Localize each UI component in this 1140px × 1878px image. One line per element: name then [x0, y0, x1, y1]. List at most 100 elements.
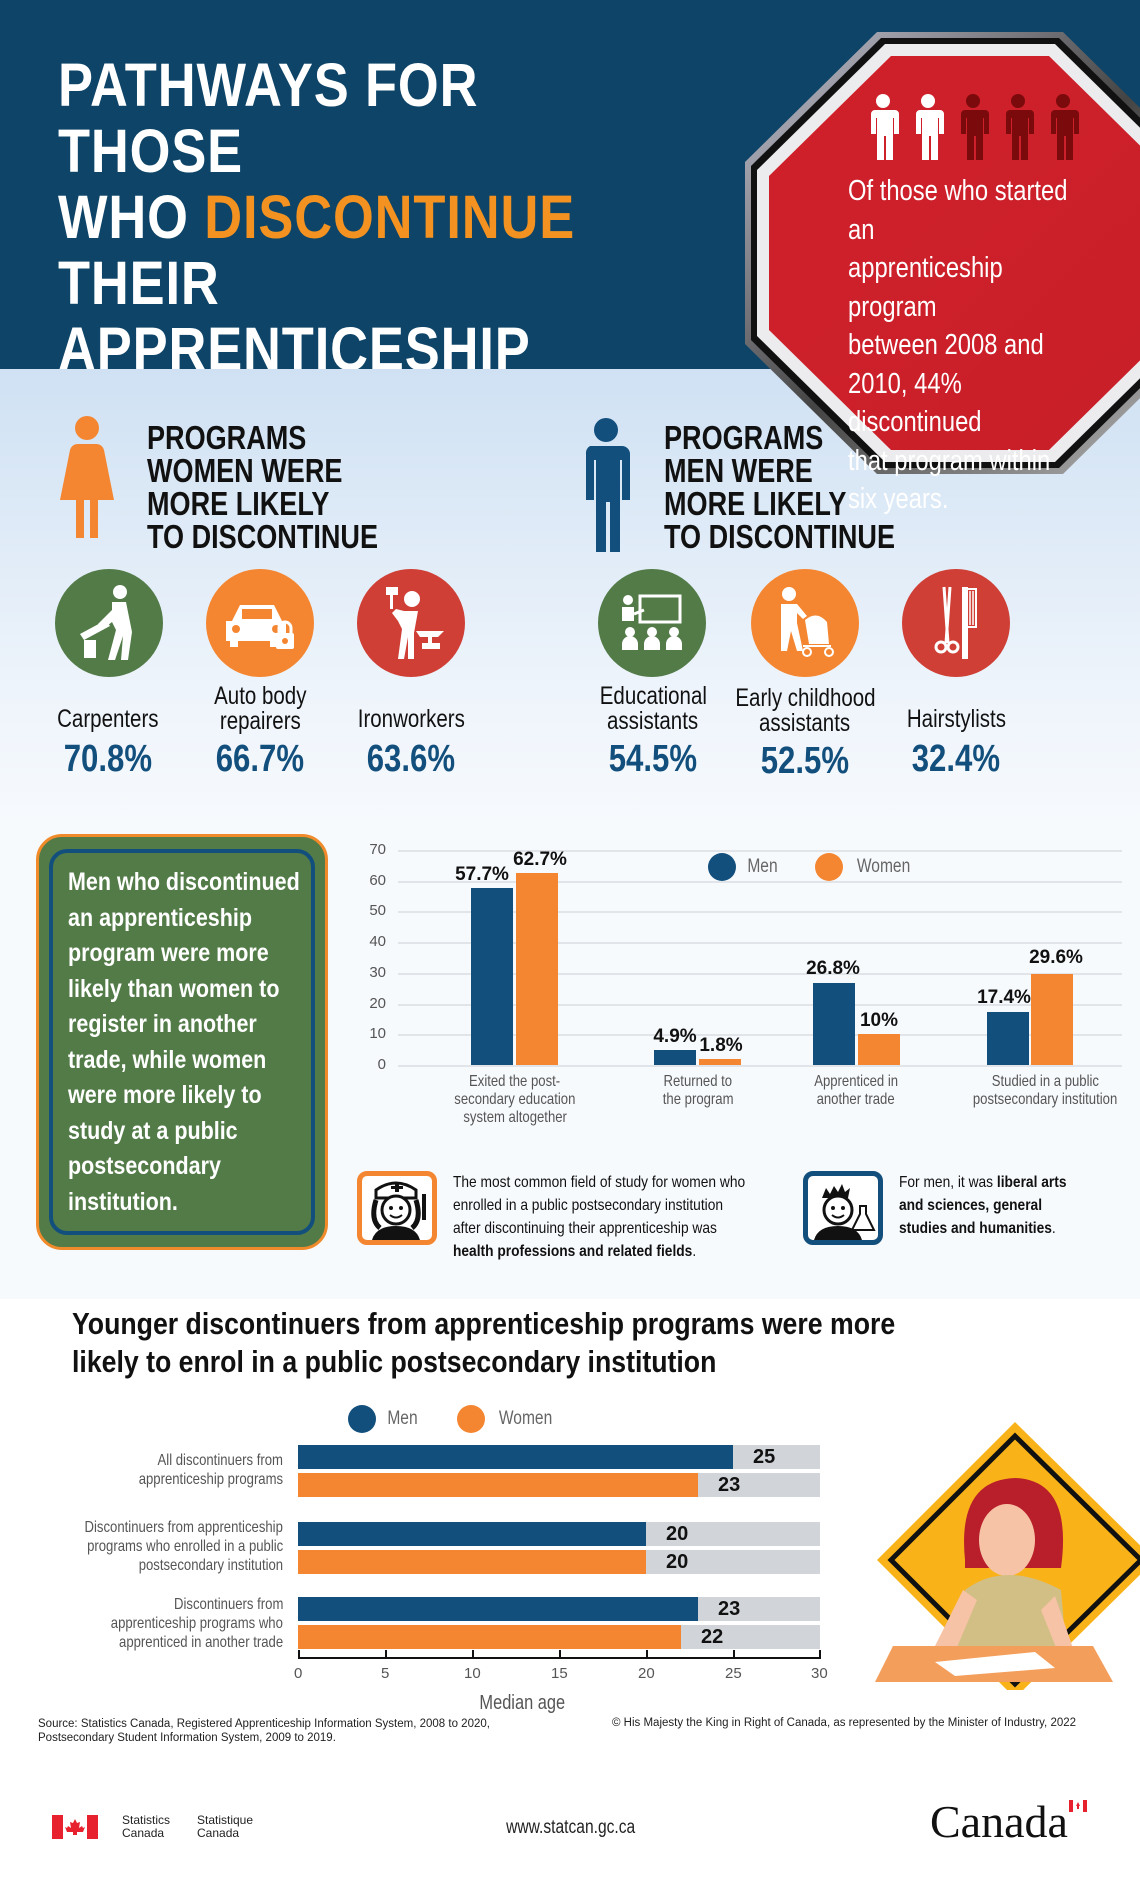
bar-women-returned	[699, 1059, 741, 1065]
blacksmith-anvil-icon	[357, 569, 465, 677]
legend-dot-men	[348, 1405, 376, 1433]
y-tick: 70	[369, 841, 386, 858]
legend-men: Men	[348, 1405, 421, 1433]
people-icons	[865, 94, 1081, 160]
woman-writing-illustration	[875, 1422, 1140, 1690]
x-tick: 5	[381, 1665, 390, 1682]
scissors-comb-icon	[902, 569, 1010, 677]
occupation-value: 63.6%	[366, 738, 456, 780]
bar-men-apprenticed	[813, 983, 855, 1065]
bar-value: 10%	[859, 1010, 899, 1031]
bar-men-trade	[298, 1597, 698, 1621]
lower-section-title: Younger discontinuers from apprenticeshi…	[72, 1306, 896, 1379]
occupation-label-carpenters: Carpenters	[57, 705, 159, 733]
y-tick: 50	[369, 902, 386, 919]
bar-women-apprenticed	[858, 1034, 900, 1065]
y-tick: 20	[369, 995, 386, 1012]
canada-flag-icon	[52, 1815, 98, 1839]
copyright-note: © His Majesty the King in Right of Canad…	[612, 1717, 1077, 1729]
stop-sign-icon	[745, 32, 1140, 474]
occupation-label-educational: Educational assistants	[599, 682, 707, 735]
person-dark-icon	[961, 94, 989, 160]
bar-value: 62.7%	[513, 849, 567, 870]
teacher-board-icon	[598, 569, 706, 677]
x-tick: 30	[811, 1665, 828, 1682]
bar-men-returned	[654, 1050, 696, 1065]
title-line-2: WHO DISCONTINUE	[58, 183, 576, 251]
bar-value: 26.8%	[806, 958, 860, 979]
bar-value: 17.4%	[977, 987, 1031, 1008]
x-tick: 15	[551, 1665, 568, 1682]
y-tick: 10	[369, 1025, 386, 1042]
category-label: Apprenticed inanother trade	[814, 1073, 898, 1108]
bar-track: 22	[298, 1625, 820, 1649]
y-tick: 60	[369, 872, 386, 889]
x-tick: 10	[464, 1665, 481, 1682]
y-tick: 30	[369, 964, 386, 981]
bar-track: 20	[298, 1550, 820, 1574]
statcan-en: Statistics Canada	[122, 1813, 171, 1840]
legend-women: Women	[815, 853, 916, 881]
carpenter-saw-icon	[55, 569, 163, 677]
car-lock-icon	[206, 569, 314, 677]
stop-sign-text: Of those who started an apprenticeship p…	[848, 175, 1068, 515]
occupation-value: 70.8%	[63, 738, 153, 780]
category-label: Returned tothe program	[662, 1073, 734, 1108]
woman-icon	[60, 416, 114, 538]
summary-callout-text: Men who discontinued an apprenticeship p…	[68, 868, 300, 1216]
statcan-fr: Statistique Canada	[197, 1813, 254, 1840]
website-link[interactable]: www.statcan.gc.ca	[506, 1817, 636, 1838]
legend-dot-women	[815, 853, 843, 881]
y-tick: 0	[377, 1056, 386, 1073]
women-field-of-study-text: The most common field of study for women…	[453, 1174, 746, 1260]
summary-callout	[36, 834, 328, 1250]
title-accent: DISCONTINUE	[204, 183, 576, 251]
bar-men-enrolled	[298, 1522, 646, 1546]
bar-track: 23	[298, 1597, 820, 1621]
x-tick: 25	[725, 1665, 742, 1682]
occupation-label-ironworkers: Ironworkers	[357, 705, 465, 733]
bar-women-exited	[516, 873, 558, 1065]
bar-track: 23	[298, 1473, 820, 1497]
title-line-1: PATHWAYS FOR THOSE	[58, 51, 479, 185]
men-section-title: PROGRAMS MEN WERE MORE LIKELY TO DISCONT…	[664, 419, 896, 555]
title-line-3: THEIR APPRENTICESHIP	[58, 249, 531, 383]
stroller-icon	[751, 569, 859, 677]
legend-men: Men	[708, 853, 781, 881]
bar-men-exited	[471, 888, 513, 1065]
bar-women-studied	[1031, 974, 1073, 1065]
legend-women: Women	[457, 1405, 558, 1433]
men-field-of-study-text: For men, it was liberal arts and science…	[899, 1174, 1067, 1237]
bar-value: 4.9%	[653, 1026, 697, 1047]
x-tick: 20	[638, 1665, 655, 1682]
bar-women-trade	[298, 1625, 681, 1649]
bar-track: 25	[298, 1445, 820, 1469]
y-tick: 40	[369, 933, 386, 950]
student-flask-icon	[803, 1171, 883, 1245]
row-label: Discontinuers from apprenticeshipprogram…	[84, 1519, 283, 1574]
category-label: Exited the post-secondary educationsyste…	[454, 1073, 576, 1126]
bar-value: 29.6%	[1029, 947, 1083, 968]
women-section-title: PROGRAMS WOMEN WERE MORE LIKELY TO DISCO…	[147, 419, 379, 555]
source-note: Source: Statistics Canada, Registered Ap…	[38, 1718, 490, 1744]
x-axis	[298, 1657, 821, 1659]
occupation-value: 32.4%	[911, 738, 1001, 780]
x-tick: 0	[294, 1665, 303, 1682]
bar-men-all	[298, 1445, 733, 1469]
occupation-value: 66.7%	[215, 738, 305, 780]
occupation-label-early-childhood: Early childhood assistants	[734, 684, 876, 737]
person-dark-icon	[1006, 94, 1034, 160]
bar-women-all	[298, 1473, 698, 1497]
occupation-value: 52.5%	[760, 740, 850, 782]
occupation-value: 54.5%	[608, 738, 698, 780]
legend-dot-women	[457, 1405, 485, 1433]
category-label: Studied in a publicpostsecondary institu…	[972, 1073, 1118, 1108]
person-white-icon	[871, 94, 899, 160]
row-label: Discontinuers fromapprenticeship program…	[110, 1596, 283, 1651]
person-white-icon	[916, 94, 944, 160]
occupation-label-auto-body: Auto body repairers	[213, 682, 307, 735]
bar-men-studied	[987, 1012, 1029, 1065]
bar-value: 1.8%	[699, 1035, 743, 1056]
occupation-label-hairstylists: Hairstylists	[906, 705, 1006, 733]
row-label: All discontinuers fromapprenticeship pro…	[138, 1452, 283, 1488]
